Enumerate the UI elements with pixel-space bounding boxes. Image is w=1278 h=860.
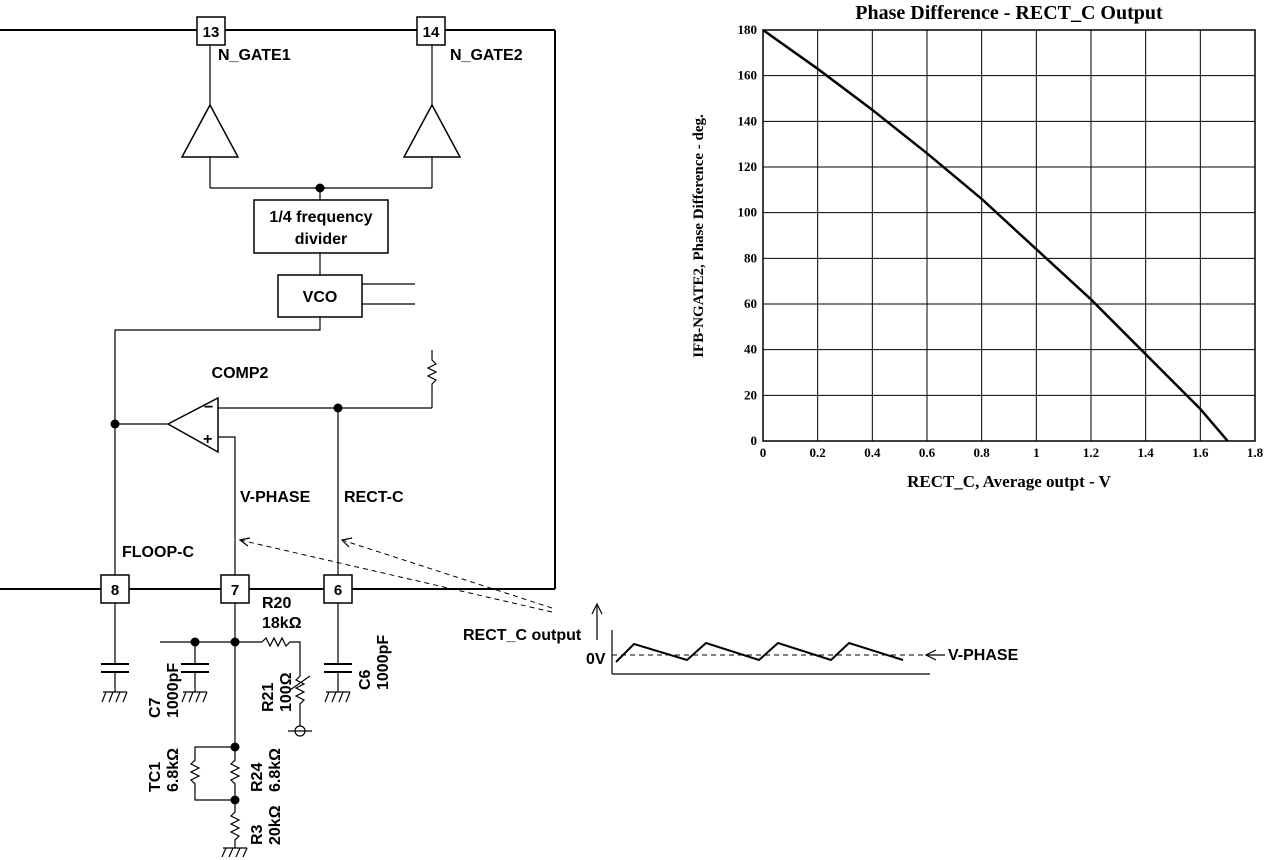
pin-13: 13 bbox=[196, 16, 226, 46]
y-tick-label: 100 bbox=[738, 205, 758, 220]
svg-text:R24: R24 bbox=[249, 763, 266, 792]
svg-text:6.8kΩ: 6.8kΩ bbox=[165, 748, 182, 792]
svg-text:1000pF: 1000pF bbox=[375, 635, 392, 690]
chart-y-label: IFB-NGATE2, Phase Difference - deg. bbox=[691, 114, 707, 358]
pin-8: 8 bbox=[100, 574, 130, 604]
rect-c-waveform: RECT_C output 0V V-PHASE bbox=[463, 602, 1019, 675]
ic-outline bbox=[0, 29, 556, 590]
buffer-2 bbox=[402, 103, 462, 158]
svg-text:R21: R21 bbox=[260, 683, 277, 712]
chart-title: Phase Difference - RECT_C Output bbox=[855, 2, 1163, 24]
svg-text:7: 7 bbox=[231, 582, 239, 599]
x-tick-label: 1.8 bbox=[1247, 445, 1264, 460]
x-tick-label: 0.4 bbox=[864, 445, 881, 460]
svg-text:divider: divider bbox=[295, 231, 347, 248]
comp2-label: COMP2 bbox=[212, 365, 269, 382]
chart-x-label: RECT_C, Average outpt - V bbox=[907, 472, 1112, 491]
y-tick-label: 0 bbox=[751, 433, 758, 448]
svg-text:R3: R3 bbox=[249, 824, 266, 845]
y-tick-label: 140 bbox=[738, 113, 758, 128]
r21-resistor: R21 100Ω bbox=[260, 668, 312, 737]
n-gate2-label: N_GATE2 bbox=[450, 47, 523, 64]
buffer-1 bbox=[180, 103, 240, 158]
vco-block: VCO bbox=[277, 274, 415, 318]
x-tick-label: 1.4 bbox=[1138, 445, 1155, 460]
svg-text:18kΩ: 18kΩ bbox=[262, 615, 302, 632]
phase-difference-chart: Phase Difference - RECT_C Output RECT_C,… bbox=[691, 2, 1264, 491]
x-tick-label: 0 bbox=[760, 445, 767, 460]
svg-text:13: 13 bbox=[203, 24, 220, 41]
svg-text:C7: C7 bbox=[147, 697, 164, 718]
tc1-r24-parallel: TC1 6.8kΩ R24 6.8kΩ bbox=[147, 746, 284, 801]
floop-c-label: FLOOP-C bbox=[122, 544, 194, 561]
c6-capacitor: C6 1000pF bbox=[324, 603, 392, 703]
v-phase-reference: V-PHASE bbox=[948, 647, 1019, 664]
x-tick-label: 0.8 bbox=[974, 445, 991, 460]
svg-text:100Ω: 100Ω bbox=[278, 672, 295, 712]
pin-7: 7 bbox=[220, 574, 250, 604]
rect-c-label: RECT-C bbox=[344, 489, 404, 506]
svg-text:1/4 frequency: 1/4 frequency bbox=[269, 209, 372, 226]
svg-text:6: 6 bbox=[334, 582, 342, 599]
n-gate1-label: N_GATE1 bbox=[218, 47, 291, 64]
gate-buffers bbox=[180, 44, 462, 200]
y-tick-label: 160 bbox=[738, 68, 758, 83]
svg-text:VCO: VCO bbox=[303, 289, 338, 306]
y-tick-label: 120 bbox=[738, 159, 758, 174]
x-tick-label: 1.2 bbox=[1083, 445, 1099, 460]
svg-text:R20: R20 bbox=[262, 595, 291, 612]
x-tick-label: 0.6 bbox=[919, 445, 936, 460]
frequency-divider: 1/4 frequency divider bbox=[253, 199, 389, 254]
svg-text:C6: C6 bbox=[357, 669, 374, 690]
svg-text:20kΩ: 20kΩ bbox=[267, 805, 284, 845]
svg-text:6.8kΩ: 6.8kΩ bbox=[267, 748, 284, 792]
svg-text:1000pF: 1000pF bbox=[165, 663, 182, 718]
pin-14: 14 bbox=[416, 16, 446, 46]
comp2-minus: − bbox=[204, 399, 213, 416]
c7-capacitor: C7 1000pF bbox=[147, 642, 209, 718]
x-tick-label: 1 bbox=[1033, 445, 1040, 460]
v-phase-label: V-PHASE bbox=[240, 489, 311, 506]
y-tick-label: 60 bbox=[744, 296, 757, 311]
svg-text:8: 8 bbox=[111, 582, 119, 599]
y-tick-label: 80 bbox=[744, 250, 757, 265]
y-tick-label: 40 bbox=[744, 342, 757, 357]
r3-resistor: R3 20kΩ bbox=[221, 800, 284, 858]
svg-text:14: 14 bbox=[423, 24, 440, 41]
plot-frame bbox=[762, 29, 1256, 442]
pin-6: 6 bbox=[323, 574, 353, 604]
x-tick-label: 1.6 bbox=[1192, 445, 1209, 460]
r20-resistor: R20 18kΩ bbox=[235, 595, 302, 668]
x-tick-label: 0.2 bbox=[810, 445, 826, 460]
waveform-title: RECT_C output bbox=[463, 627, 582, 644]
series-line bbox=[762, 28, 1229, 442]
comp2-plus: + bbox=[203, 431, 212, 448]
y-tick-label: 20 bbox=[744, 387, 757, 402]
waveform-zero-label: 0V bbox=[586, 651, 606, 668]
comp2-comparator: COMP2 − + bbox=[166, 365, 269, 454]
callout-lines bbox=[238, 537, 553, 613]
svg-text:TC1: TC1 bbox=[147, 762, 164, 792]
y-tick-label: 180 bbox=[738, 22, 758, 37]
pin8-capacitor bbox=[101, 603, 129, 703]
